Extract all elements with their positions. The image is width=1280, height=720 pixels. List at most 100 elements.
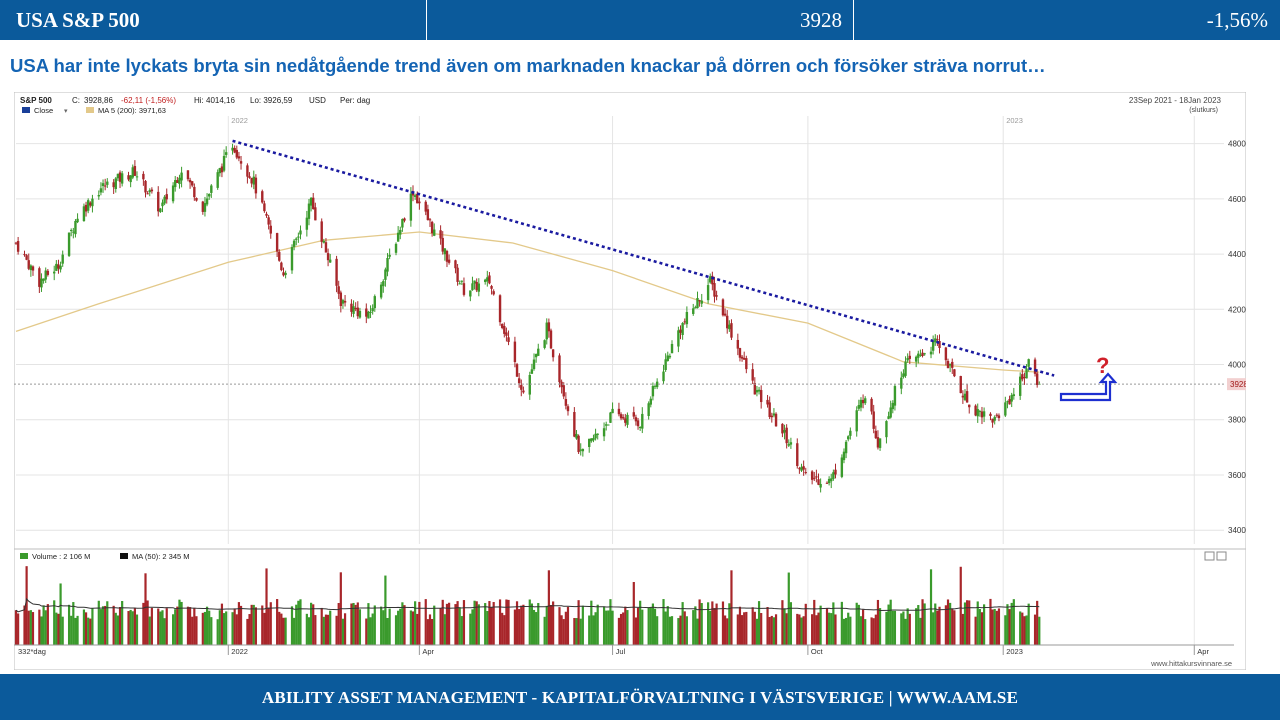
candle-body (201, 201, 205, 212)
candle-body (233, 148, 236, 153)
volume-bar (178, 599, 181, 645)
volume-bar (989, 598, 992, 645)
candle-body (813, 477, 816, 479)
candle-body (655, 381, 659, 388)
zoom-icon[interactable] (1204, 551, 1215, 561)
candle-body (564, 399, 568, 406)
volume-bar (163, 618, 166, 645)
candle-body (401, 219, 404, 228)
volume-bar (208, 610, 211, 645)
candle-body (872, 411, 875, 429)
candle-body (626, 414, 629, 425)
volume-bar (664, 611, 667, 645)
candle-body (210, 185, 213, 193)
candle-body (365, 308, 368, 317)
index-change: -1,56% (1206, 8, 1268, 32)
candle-body (611, 408, 614, 414)
candle-body (757, 389, 761, 392)
volume-bar (840, 601, 843, 645)
volume-bar (560, 615, 563, 645)
volume-bar (728, 603, 731, 645)
candle-body (923, 353, 926, 355)
candle-body (632, 412, 635, 417)
close-pane-icon[interactable] (1216, 551, 1227, 561)
top-year-axis: 2022 2023 (231, 116, 1023, 125)
candle-body (547, 322, 551, 332)
volume-bar (282, 617, 285, 645)
candle-body (74, 221, 77, 235)
index-price: 3928 (800, 8, 842, 32)
volume-bar (513, 609, 517, 645)
y-tick-label: 4400 (1228, 250, 1246, 259)
volume-bar (653, 608, 657, 645)
volume-bar (908, 613, 911, 645)
volume-bar (486, 610, 489, 645)
candle-body (844, 441, 848, 454)
candle-body (235, 149, 238, 158)
candle-body (953, 369, 956, 377)
candle-body (488, 275, 491, 284)
currency: USD (309, 96, 326, 105)
ma200-line (15, 231, 1040, 373)
volume-bar (592, 615, 595, 645)
legend-close-dropdown-icon[interactable]: ▾ (64, 108, 68, 115)
volume-bar (757, 601, 761, 645)
volume-bar (403, 605, 406, 645)
candle-body (458, 283, 461, 285)
volume-bar (76, 615, 79, 645)
volume-bar (740, 615, 744, 645)
candle-body (515, 364, 519, 377)
volume-bar (662, 599, 665, 645)
candle-body (759, 390, 763, 403)
candle-body (399, 229, 402, 235)
candle-body (473, 280, 476, 284)
candle-body (834, 469, 837, 475)
volume-bar (14, 610, 18, 645)
volume-bar (1036, 600, 1039, 645)
volume-bar (1021, 612, 1024, 645)
candle-body (951, 361, 954, 368)
candle-body (299, 230, 302, 235)
candle-body (114, 178, 117, 189)
candle-body (804, 472, 807, 474)
volume-bar (651, 603, 655, 645)
volume-bar (74, 617, 77, 645)
candle-body (53, 271, 56, 274)
candle-body (354, 308, 357, 310)
volume-bar (263, 612, 266, 645)
volume-bar (322, 616, 325, 645)
candle-body (781, 423, 784, 434)
candle-body (662, 371, 665, 382)
candle-body (278, 251, 281, 261)
volume-bar (953, 610, 956, 645)
volume-bar (1019, 611, 1022, 645)
candle-body (254, 177, 258, 194)
volume-bar (235, 614, 238, 645)
volume-bar (87, 617, 90, 645)
candle-body (976, 409, 979, 417)
volume-bar (216, 619, 219, 645)
volume-bar (382, 610, 385, 645)
volume-bar (1006, 604, 1009, 645)
candle-body (934, 338, 937, 343)
legend-volume-ma: MA (50): 2 345 M (132, 552, 190, 561)
candle-body (413, 195, 417, 197)
candle-body (447, 259, 451, 263)
candle-body (874, 430, 878, 439)
candle-body (931, 340, 935, 351)
volume-bar (887, 604, 890, 645)
candle-body (174, 180, 177, 188)
volume-bar (454, 604, 457, 645)
volume-bar (352, 602, 355, 645)
volume-bar (938, 606, 941, 645)
candle-body (267, 217, 270, 225)
candle-body (416, 193, 419, 204)
volume-bar (61, 616, 64, 645)
candle-body (906, 358, 909, 361)
volume-bar (738, 606, 742, 645)
volume-bar (409, 610, 412, 645)
candle-body (938, 340, 941, 348)
volume-bar (755, 618, 759, 645)
volume-bar (683, 611, 686, 645)
candle-body (135, 176, 139, 178)
